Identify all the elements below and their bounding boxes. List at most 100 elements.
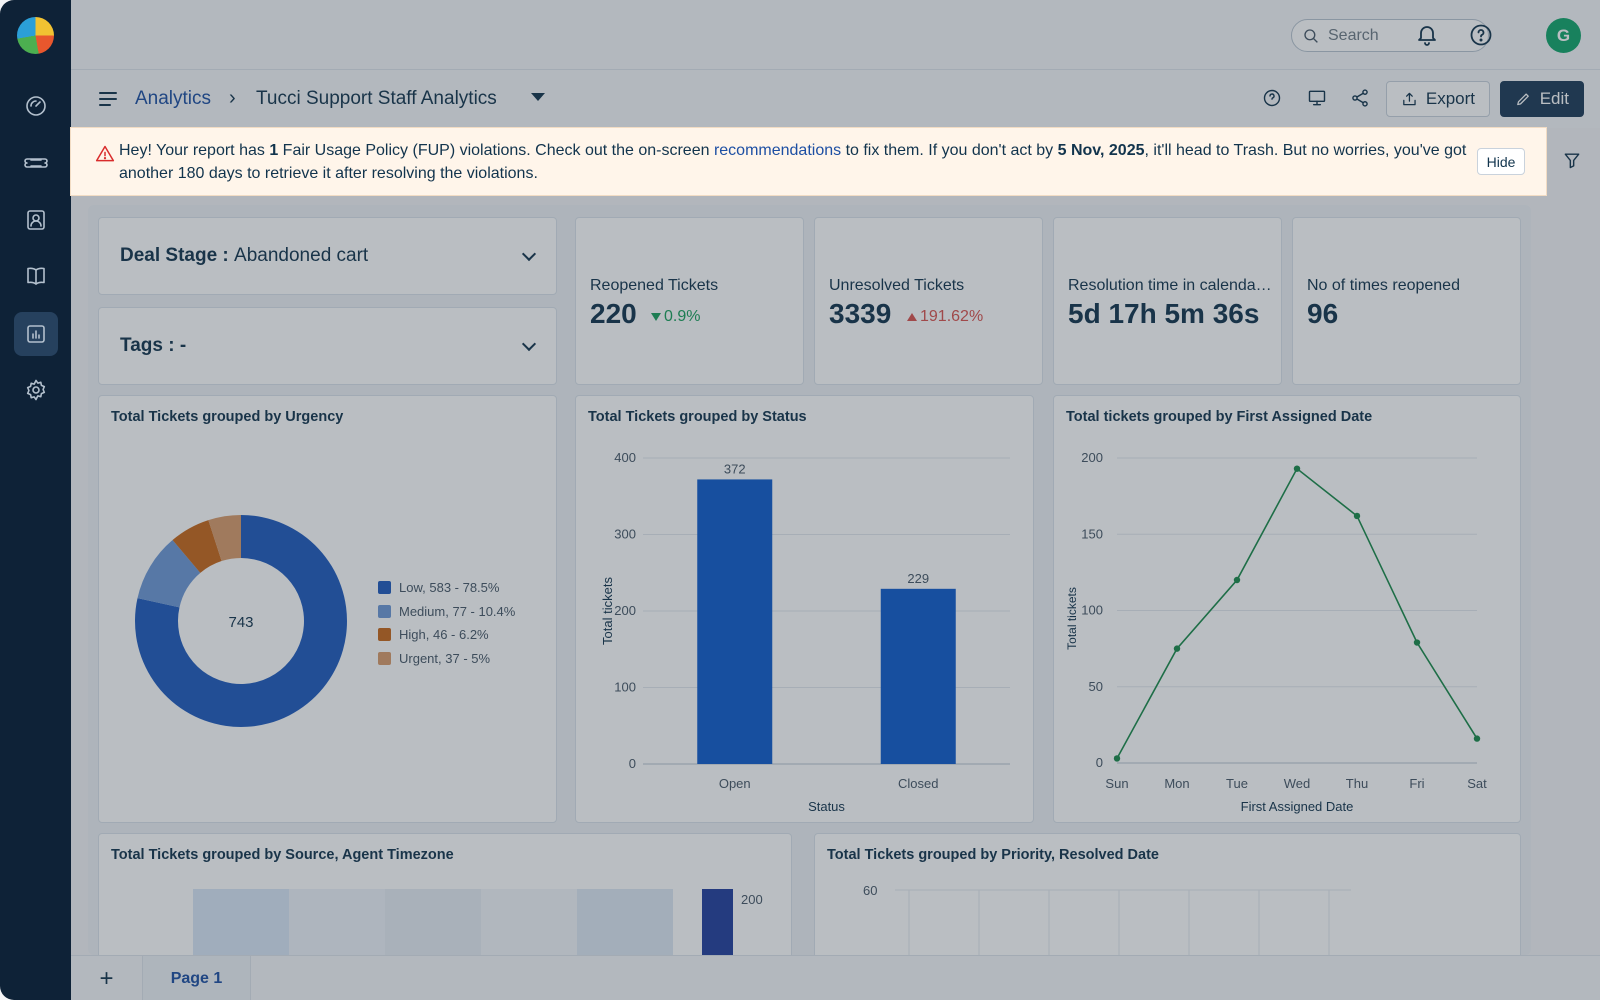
chevron-down-icon <box>521 336 537 352</box>
ticket-nav-icon[interactable] <box>14 141 58 185</box>
data-point <box>1113 755 1121 762</box>
legend-item[interactable]: Urgent, 37 - 5% <box>378 647 515 671</box>
share-icon[interactable] <box>1350 88 1372 110</box>
kpi-label: Resolution time in calendar ... <box>1068 277 1276 294</box>
x-tick-label: Fri <box>1409 776 1424 791</box>
legend-item[interactable]: High, 46 - 6.2% <box>378 623 515 647</box>
tags-label: Tags : <box>120 335 175 356</box>
page-tab[interactable]: Page 1 <box>143 956 251 1000</box>
x-tick-label: Tue <box>1226 776 1248 791</box>
faded-bar <box>481 889 577 955</box>
menu-icon[interactable] <box>97 88 119 110</box>
status-chart-card[interactable]: Total Tickets grouped by Status 0 100 200 3… <box>575 395 1034 823</box>
bar <box>880 588 956 764</box>
legend-label: High, 46 - 6.2% <box>399 627 489 643</box>
kpi-value: 96 <box>1307 298 1339 329</box>
faded-bar <box>193 889 289 955</box>
edit-button[interactable]: Edit <box>1500 81 1584 117</box>
y-tick-label: 200 <box>1081 450 1103 465</box>
search-icon <box>1304 28 1318 43</box>
help-icon[interactable] <box>1468 22 1494 48</box>
legend-swatch <box>378 628 391 642</box>
kpi-resolution-time[interactable]: Resolution time in calendar ... 5d 17h 5… <box>1053 217 1282 385</box>
source-bar-chart: 200 <box>193 889 763 955</box>
source-timezone-chart-card[interactable]: Total Tickets grouped by Source, Agent T… <box>98 833 792 955</box>
dashboard-nav-icon[interactable] <box>14 84 58 128</box>
contact-nav-icon[interactable] <box>14 198 58 242</box>
y-axis-label: Total tickets <box>600 577 615 645</box>
kpi-change: 0.9% <box>651 308 700 326</box>
chart-title: Total Tickets grouped by Priority, Resol… <box>827 847 1159 863</box>
kpi-reopened-tickets[interactable]: Reopened Tickets 220 0.9% <box>575 217 804 385</box>
violation-count: 1 <box>269 142 279 159</box>
search-input[interactable] <box>1328 26 1478 45</box>
priority-resolved-chart-card[interactable]: Total Tickets grouped by Priority, Resol… <box>814 833 1521 955</box>
tags-filter[interactable]: Tags : - <box>98 307 557 385</box>
banner-text: Hey! Your report has <box>119 142 270 159</box>
vertical-gridlines <box>908 890 1330 955</box>
legend-label: Medium, 77 - 10.4% <box>399 603 516 619</box>
recommendations-link[interactable]: recommendations <box>713 142 842 159</box>
breadcrumb-separator: › <box>229 87 236 109</box>
donut-chart: 743 <box>135 515 347 727</box>
report-switch-caret-icon[interactable] <box>531 93 545 101</box>
report-title: Tucci Support Staff Analytics <box>256 88 497 109</box>
chart-title: Total Tickets grouped by Urgency <box>111 409 344 425</box>
faded-bar <box>385 889 481 955</box>
gear-nav-icon[interactable] <box>14 368 58 412</box>
export-button[interactable]: Export <box>1386 81 1490 117</box>
pencil-icon <box>1517 93 1529 106</box>
banner-text: , it'll head to Trash. But no worries, y… <box>119 142 1467 182</box>
user-avatar[interactable]: G <box>1546 18 1581 53</box>
bar-data-label: 229 <box>907 571 929 586</box>
faded-bar <box>577 889 673 955</box>
bell-icon[interactable] <box>1414 22 1440 48</box>
legend-swatch <box>378 604 391 618</box>
kpi-change-value: 0.9% <box>664 308 701 325</box>
legend-item[interactable]: Medium, 77 - 10.4% <box>378 600 515 624</box>
app-logo[interactable] <box>17 17 54 54</box>
y-tick-label: 0 <box>629 756 636 771</box>
kpi-label: Unresolved Tickets <box>829 277 965 294</box>
x-axis-label: Status <box>808 799 845 814</box>
priority-line-chart: 60 <box>863 883 1351 955</box>
donut-slice <box>172 520 222 573</box>
kpi-times-reopened[interactable]: No of times reopened 96 <box>1292 217 1521 385</box>
present-icon[interactable] <box>1307 88 1329 110</box>
filter-icon[interactable] <box>1562 150 1584 172</box>
legend-item[interactable]: Low, 583 - 78.5% <box>378 576 515 600</box>
x-tick-label: Thu <box>1346 776 1368 791</box>
kpi-change: 191.62% <box>907 308 983 326</box>
x-tick-label: Open <box>719 776 751 791</box>
urgency-chart-card[interactable]: Total Tickets grouped by Urgency 743 Low… <box>98 395 557 823</box>
add-page-button[interactable]: + <box>71 956 143 1000</box>
series-line <box>1116 467 1478 759</box>
y-tick-label: 100 <box>1081 603 1103 618</box>
highlight-bar <box>702 889 733 955</box>
bar-data-label: 372 <box>724 461 746 476</box>
banner-text: to fix them. If you don't act by <box>841 142 1058 159</box>
assigned-date-chart-card[interactable]: Total tickets grouped by First Assigned … <box>1053 395 1521 823</box>
hide-banner-button[interactable]: Hide <box>1477 148 1525 175</box>
banner-message: Hey! Your report has 1 Fair Usage Policy… <box>119 140 1499 185</box>
deal-stage-filter[interactable]: Deal Stage : Abandoned cart <box>98 217 557 295</box>
trend-down-icon <box>651 313 661 321</box>
x-axis-label: First Assigned Date <box>1241 799 1354 814</box>
report-help-icon[interactable] <box>1262 88 1284 110</box>
y-tick-label: 300 <box>614 527 636 542</box>
chevron-down-icon <box>521 246 537 262</box>
chart-title: Total Tickets grouped by Source, Agent T… <box>111 847 454 863</box>
faded-bar <box>289 889 385 955</box>
analytics-nav-icon[interactable] <box>14 312 58 356</box>
deal-stage-label: Deal Stage : <box>120 245 229 266</box>
data-point <box>1473 735 1481 742</box>
legend-label: Urgent, 37 - 5% <box>399 650 491 666</box>
legend-swatch <box>378 651 391 665</box>
trend-up-icon <box>907 313 917 321</box>
kpi-unresolved-tickets[interactable]: Unresolved Tickets 3339 191.62% <box>814 217 1043 385</box>
book-nav-icon[interactable] <box>14 254 58 298</box>
x-tick-label: Mon <box>1164 776 1189 791</box>
breadcrumb-analytics[interactable]: Analytics <box>135 88 212 109</box>
x-tick-label: Closed <box>898 776 938 791</box>
search-box[interactable] <box>1291 19 1489 52</box>
